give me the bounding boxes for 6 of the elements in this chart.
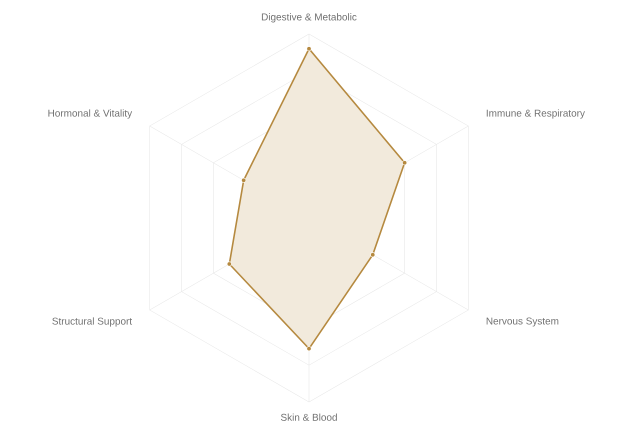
spoke-label: Digestive & Metabolic bbox=[262, 13, 357, 22]
spoke-label: Hormonal & Vitality bbox=[48, 109, 132, 119]
spoke-label: Immune & Respiratory bbox=[486, 109, 585, 119]
spoke-label: Structural Support bbox=[52, 317, 132, 327]
spoke-label: Skin & Blood bbox=[280, 414, 337, 421]
spoke-label: Nervous System bbox=[486, 317, 558, 327]
